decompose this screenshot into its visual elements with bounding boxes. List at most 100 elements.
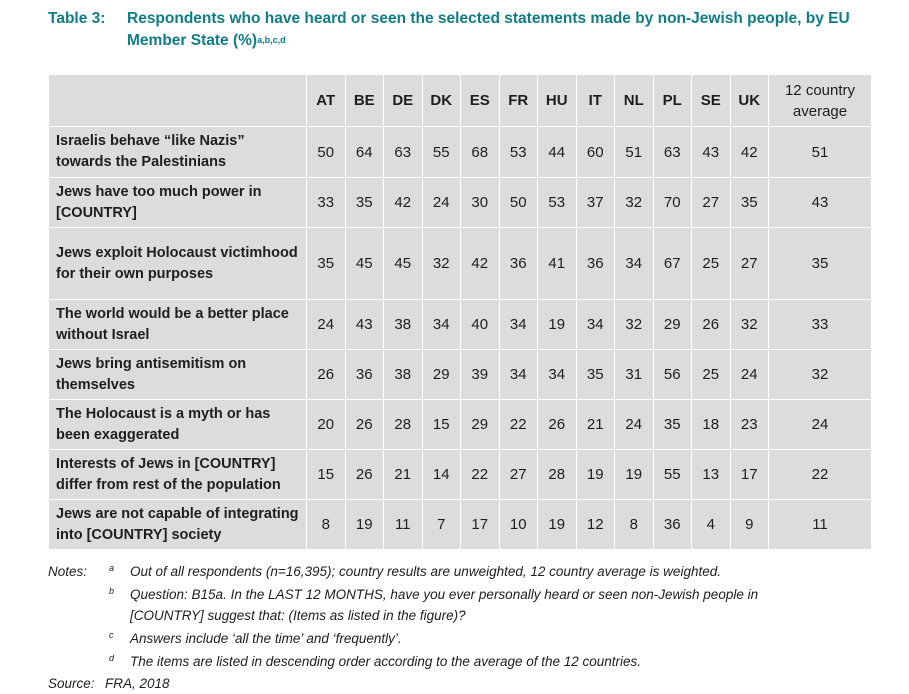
value-cell: 36 [498, 227, 538, 300]
value-cell: 68 [460, 126, 500, 178]
note-item: d The items are listed in descending orde… [48, 651, 898, 672]
value-cell: 26 [691, 299, 731, 350]
value-cell: 39 [460, 349, 500, 400]
data-table: AT BE DE DK ES FR HU IT NL PL SE UK 12 country avera… [48, 74, 872, 550]
average-cell: 35 [768, 227, 872, 300]
column-header-de: DE [383, 74, 423, 127]
value-cell: 4 [691, 499, 731, 550]
value-cell: 33 [306, 177, 346, 228]
row-label: Jews are not capable of integrating into… [48, 499, 307, 550]
value-cell: 29 [652, 299, 692, 350]
value-cell: 15 [421, 399, 461, 450]
value-cell: 50 [306, 126, 346, 178]
value-cell: 14 [421, 449, 461, 500]
value-cell: 17 [729, 449, 769, 500]
value-cell: 35 [575, 349, 615, 400]
value-cell: 41 [537, 227, 577, 300]
note-text: Question: B15a. In the LAST 12 MONTHS, h… [130, 587, 759, 623]
table-row: Israelis behave “like Nazis” towards the… [48, 126, 872, 178]
average-cell: 33 [768, 299, 872, 350]
value-cell: 31 [614, 349, 654, 400]
value-cell: 19 [537, 299, 577, 350]
value-cell: 28 [537, 449, 577, 500]
value-cell: 26 [537, 399, 577, 450]
column-header-nl: NL [614, 74, 654, 127]
table-caption: Respondents who have heard or seen the s… [127, 8, 887, 52]
value-cell: 42 [460, 227, 500, 300]
value-cell: 8 [306, 499, 346, 550]
value-cell: 22 [460, 449, 500, 500]
note-letter: c [109, 630, 114, 640]
value-cell: 34 [614, 227, 654, 300]
column-header-average: 12 country average [768, 74, 872, 127]
value-cell: 37 [575, 177, 615, 228]
value-cell: 9 [729, 499, 769, 550]
value-cell: 34 [498, 299, 538, 350]
value-cell: 67 [652, 227, 692, 300]
value-cell: 45 [383, 227, 423, 300]
value-cell: 15 [306, 449, 346, 500]
value-cell: 24 [614, 399, 654, 450]
source-line: Source: FRA, 2018 [48, 674, 170, 694]
note-letter: b [109, 586, 115, 596]
value-cell: 45 [344, 227, 384, 300]
table-row: Jews have too much power in [COUNTRY] 33 3… [48, 177, 872, 228]
value-cell: 19 [344, 499, 384, 550]
value-cell: 8 [614, 499, 654, 550]
value-cell: 23 [729, 399, 769, 450]
value-cell: 27 [691, 177, 731, 228]
value-cell: 19 [614, 449, 654, 500]
value-cell: 60 [575, 126, 615, 178]
value-cell: 17 [460, 499, 500, 550]
table-row: Jews are not capable of integrating into… [48, 499, 872, 550]
value-cell: 22 [498, 399, 538, 450]
value-cell: 43 [344, 299, 384, 350]
value-cell: 53 [537, 177, 577, 228]
value-cell: 28 [383, 399, 423, 450]
value-cell: 26 [344, 399, 384, 450]
column-header-it: IT [575, 74, 615, 127]
value-cell: 70 [652, 177, 692, 228]
value-cell: 36 [652, 499, 692, 550]
note-letter: a [109, 563, 115, 573]
value-cell: 32 [614, 177, 654, 228]
value-cell: 63 [383, 126, 423, 178]
value-cell: 55 [421, 126, 461, 178]
value-cell: 26 [344, 449, 384, 500]
value-cell: 34 [498, 349, 538, 400]
value-cell: 27 [729, 227, 769, 300]
header-row: AT BE DE DK ES FR HU IT NL PL SE UK 12 country avera… [48, 74, 872, 127]
table-row: Jews bring antisemitism on themselves 26 3… [48, 349, 872, 400]
value-cell: 63 [652, 126, 692, 178]
column-header-fr: FR [498, 74, 538, 127]
value-cell: 20 [306, 399, 346, 450]
note-item: b Question: B15a. In the LAST 12 MONTHS, … [48, 584, 898, 626]
value-cell: 18 [691, 399, 731, 450]
value-cell: 25 [691, 227, 731, 300]
value-cell: 35 [344, 177, 384, 228]
table-row: The world would be a better place withou… [48, 299, 872, 350]
value-cell: 24 [306, 299, 346, 350]
column-header-se: SE [691, 74, 731, 127]
row-label: Jews bring antisemitism on themselves [48, 349, 307, 400]
notes-label: Notes: [48, 564, 88, 579]
value-cell: 38 [383, 299, 423, 350]
value-cell: 35 [306, 227, 346, 300]
column-header-at: AT [306, 74, 346, 127]
value-cell: 56 [652, 349, 692, 400]
value-cell: 36 [575, 227, 615, 300]
row-label: Jews exploit Holocaust victimhood for th… [48, 227, 307, 300]
value-cell: 21 [383, 449, 423, 500]
value-cell: 53 [498, 126, 538, 178]
average-cell: 32 [768, 349, 872, 400]
value-cell: 44 [537, 126, 577, 178]
value-cell: 19 [537, 499, 577, 550]
column-header-be: BE [344, 74, 384, 127]
row-label: The world would be a better place withou… [48, 299, 307, 350]
value-cell: 13 [691, 449, 731, 500]
value-cell: 24 [421, 177, 461, 228]
column-header-es: ES [460, 74, 500, 127]
value-cell: 26 [306, 349, 346, 400]
value-cell: 34 [537, 349, 577, 400]
value-cell: 7 [421, 499, 461, 550]
